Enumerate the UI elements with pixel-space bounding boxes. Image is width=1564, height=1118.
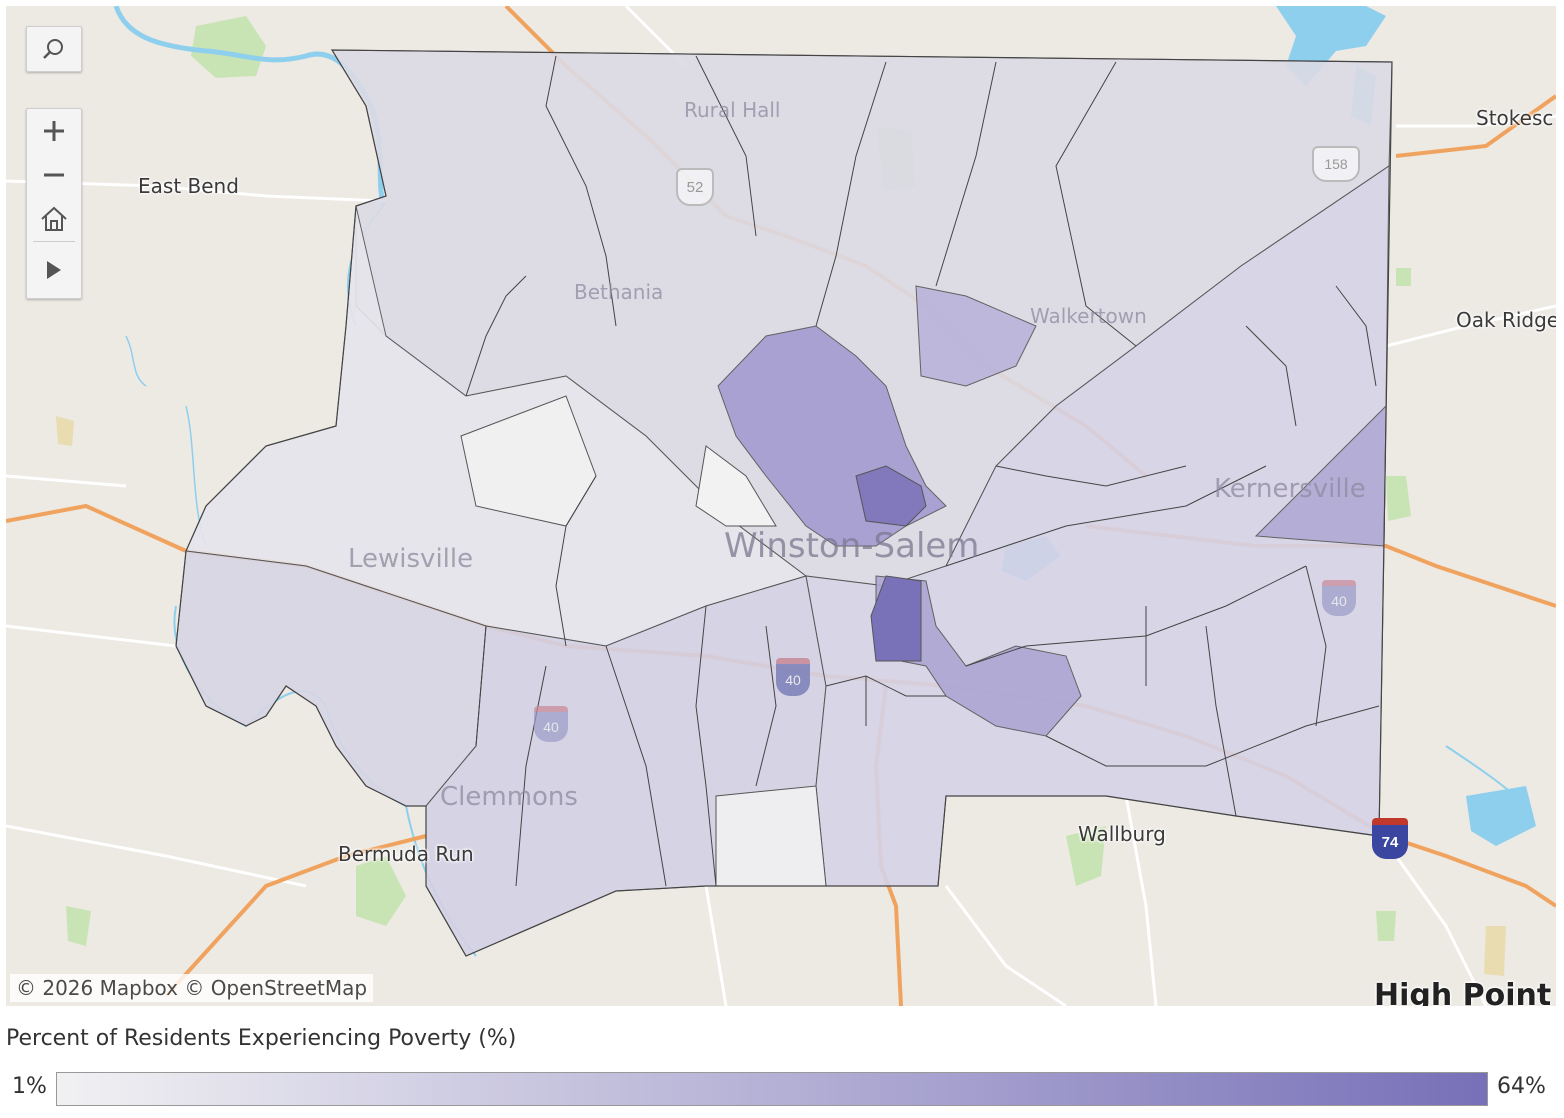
place-clemmons: Clemmons xyxy=(440,782,578,812)
i-74-shield: 74 xyxy=(1372,818,1408,859)
place-rural-hall: Rural Hall xyxy=(684,98,781,122)
i-40-east-shield: 40 xyxy=(1322,580,1356,616)
us-158-label: 158 xyxy=(1324,156,1348,172)
place-high-point: High Point xyxy=(1374,978,1552,1006)
county-regions xyxy=(175,49,1393,957)
plus-icon xyxy=(44,121,64,141)
place-oak-ridge: Oak Ridge xyxy=(1456,308,1556,332)
tract-boundaries xyxy=(175,49,1393,957)
place-east-bend: East Bend xyxy=(138,174,239,198)
zoom-toolbar xyxy=(26,108,82,299)
legend-title: Percent of Residents Experiencing Povert… xyxy=(6,1026,517,1051)
play-icon xyxy=(47,261,61,279)
minus-icon xyxy=(44,173,64,177)
place-wallburg: Wallburg xyxy=(1078,822,1166,846)
search-control[interactable] xyxy=(26,26,82,72)
place-kernersville: Kernersville xyxy=(1214,474,1366,504)
us-52-shield: 52 xyxy=(676,168,714,206)
place-winston-salem: Winston-Salem xyxy=(724,526,980,566)
map-attribution[interactable]: © 2026 Mapbox © OpenStreetMap xyxy=(10,974,374,1002)
legend-max-label: 64% xyxy=(1497,1074,1546,1099)
place-lewisville: Lewisville xyxy=(348,544,474,574)
i-40-center-label: 40 xyxy=(785,672,801,688)
us-158-shield: 158 xyxy=(1312,146,1360,182)
i-74-label: 74 xyxy=(1381,833,1399,851)
place-walkertown: Walkertown xyxy=(1030,304,1147,328)
place-bethania: Bethania xyxy=(574,280,664,304)
zoom-out-button[interactable] xyxy=(27,153,81,197)
i-40-center-shield: 40 xyxy=(776,658,810,696)
map-canvas[interactable]: 52 158 40 40 40 74 East Bend Rural Hall … xyxy=(6,6,1556,1006)
i-40-east-label: 40 xyxy=(1331,593,1347,609)
us-52-label: 52 xyxy=(686,178,704,196)
i-40-west-shield: 40 xyxy=(534,706,568,742)
legend-color-ramp xyxy=(56,1072,1488,1106)
zoom-in-button[interactable] xyxy=(27,109,81,153)
search-icon xyxy=(43,39,63,59)
i-40-west-label: 40 xyxy=(543,719,559,735)
search-button[interactable] xyxy=(27,27,81,71)
local-roads xyxy=(6,6,1556,1006)
pan-mode-button[interactable] xyxy=(27,242,81,298)
home-icon xyxy=(41,206,67,231)
legend-min-label: 1% xyxy=(12,1074,47,1099)
place-stokesdale: Stokesc xyxy=(1476,106,1554,130)
basemap xyxy=(6,6,1556,1006)
place-bermuda-run: Bermuda Run xyxy=(338,842,474,866)
home-button[interactable] xyxy=(27,197,81,241)
